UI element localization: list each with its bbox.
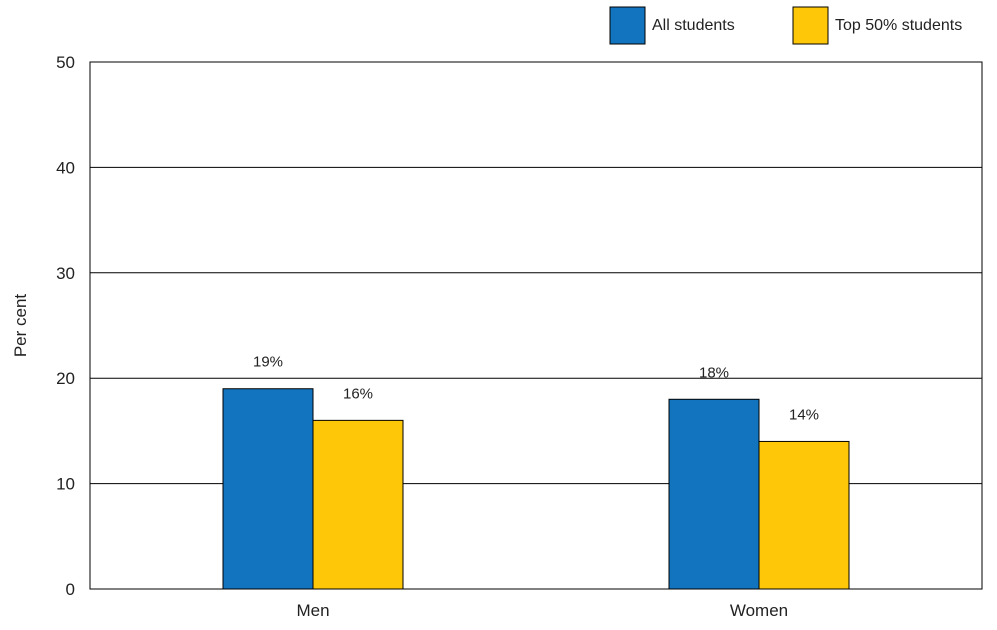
data-label-women-all-students: 18% <box>699 364 729 381</box>
bar-men-top-50-students <box>312 419 404 590</box>
bar-men-all-students <box>222 388 314 590</box>
y-tick-20: 20 <box>56 369 75 388</box>
y-tick-30: 30 <box>56 264 75 283</box>
data-label-men-top-50-students: 16% <box>343 385 373 402</box>
y-tick-labels: 0 10 20 30 40 50 <box>56 53 75 599</box>
y-tick-50: 50 <box>56 53 75 72</box>
y-tick-10: 10 <box>56 475 75 494</box>
y-tick-40: 40 <box>56 158 75 177</box>
y-axis-label: Per cent <box>11 294 30 358</box>
bars <box>222 388 850 590</box>
legend-label-all-students: All students <box>652 17 735 34</box>
y-tick-0: 0 <box>66 580 75 599</box>
data-labels: 19% 16% 18% 14% <box>253 354 819 424</box>
legend-label-top-50-students: Top 50% students <box>835 17 962 34</box>
data-label-men-all-students: 19% <box>253 354 283 371</box>
bar-women-top-50-students <box>758 440 850 590</box>
data-label-women-top-50-students: 14% <box>789 406 819 423</box>
legend-swatch-all-students <box>609 6 646 45</box>
category-label-women: Women <box>730 601 788 620</box>
category-label-men: Men <box>296 601 329 620</box>
category-labels: Men Women <box>296 601 788 620</box>
plot-frame <box>89 61 983 590</box>
legend: All students Top 50% students <box>609 6 962 45</box>
bar-women-all-students <box>668 398 760 590</box>
legend-swatch-top-50-students <box>792 6 829 45</box>
